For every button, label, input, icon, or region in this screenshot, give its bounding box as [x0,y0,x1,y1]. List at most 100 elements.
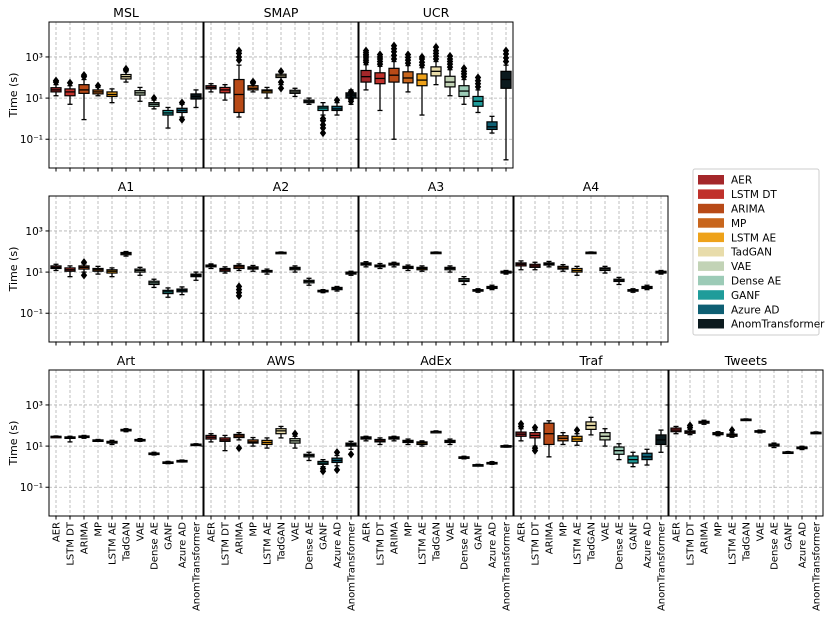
box-mp [402,264,414,272]
y-axis-label: Time (s) [7,73,20,119]
box-mp [712,431,724,437]
box-body [486,121,498,131]
box-arima [78,258,90,280]
panel-title: A2 [273,179,290,194]
box-tadgan [585,416,597,436]
outlier-marker [235,282,243,291]
y-tick-label: 10⁻¹ [20,308,43,320]
box-ganf [472,288,484,293]
box-anomtransformer [190,443,202,447]
box-vae [289,429,301,449]
box-lstm-dt [219,84,231,101]
box-dense-ae [303,451,315,462]
x-tick-label: VAE [136,522,147,541]
box-tadgan [275,67,287,93]
box-lstm-ae [261,86,273,99]
box-arima [233,432,245,453]
box-lstm-ae [106,439,118,446]
outlier-marker [347,450,355,459]
x-tick-label: MP [404,522,415,537]
legend-swatch [698,218,724,228]
panel-title: AWS [267,353,295,368]
panel-title: Tweets [724,353,768,368]
panel-a4: A4 [510,179,669,346]
legend-swatch [698,189,724,199]
box-aer [205,263,217,270]
box-lstm-ae [571,425,583,446]
x-tick-label: Dense AE [615,522,626,570]
box-mp [247,264,259,272]
outlier-marker [52,76,60,85]
box-arima [543,260,555,268]
box-aer [50,435,62,439]
box-lstm-dt [64,435,76,443]
box-ganf [782,450,794,455]
legend-label: TadGAN [730,247,772,259]
x-tick-label: LSTM AE [108,522,119,565]
box-tadgan [740,418,752,422]
x-tick-label: AnomTransformer [657,521,668,611]
box-lstm-ae [106,267,118,278]
box-azure-ad [486,461,498,465]
x-tick-label: AnomTransformer [347,521,358,611]
outlier-marker [376,50,384,59]
outlier-marker [319,114,327,123]
x-tick-label: VAE [756,522,767,541]
x-tick-label: Azure AD [178,522,189,568]
x-tick-label: AER [362,522,373,542]
x-tick-label: VAE [601,522,612,541]
x-tick-label: TadGAN [277,522,288,562]
x-tick-label: AnomTransformer [812,521,823,611]
box-vae [444,265,456,273]
box-azure-ad [486,284,498,291]
box-arima [543,420,555,458]
outlier-marker [686,421,694,430]
outlier-marker [319,128,327,138]
outlier-marker [122,64,130,74]
outlier-marker [446,51,454,61]
outlier-marker [178,98,186,107]
box-arima [698,419,710,425]
outlier-marker [80,271,88,280]
x-tick-label: LSTM AE [418,522,429,565]
box-aer [360,46,372,91]
box-dense-ae [148,451,160,456]
box-lstm-ae [416,440,428,447]
y-tick-label: 10³ [25,52,43,64]
box-tadgan [275,425,287,439]
outlier-marker [531,443,539,453]
panel-adex: AdEx AER LSTM DT ARIMA MP LSTM AE TadGAN VAE Den… [355,353,514,611]
legend-swatch [698,247,724,257]
x-tick-label: LSTM DT [221,521,232,566]
box-aer [50,76,62,97]
outlier-marker [728,425,736,435]
outlier-marker [418,52,426,62]
box-vae [754,429,766,434]
box-arima [78,70,90,121]
x-tick-label: LSTM AE [263,522,274,565]
box-anomtransformer [190,89,202,109]
box-body [402,71,414,84]
box-vae [134,266,146,276]
x-tick-label: LSTM AE [728,522,739,565]
panel-title: Art [117,353,136,368]
outlier-marker [66,78,74,88]
box-ganf [627,451,639,468]
outlier-marker [573,425,581,435]
box-lstm-dt [219,434,231,452]
outlier-marker [319,464,327,473]
x-tick-label: ARIMA [390,522,401,554]
x-tick-label: MP [94,522,105,537]
box-lstm-dt [374,262,386,270]
panel-a1: A1 10⁻¹ 10¹ 10³ Time (s) [7,179,204,346]
panel-art: Art 10⁻¹ 10¹ 10³ Time (s) AER LSTM DT ARIMA MP LS… [7,353,204,611]
box-lstm-ae [571,265,583,276]
box-vae [289,265,301,273]
outlier-marker [347,87,355,97]
legend-label: AER [731,175,752,187]
box-lstm-ae [106,88,118,104]
box-body [233,78,245,114]
legend-label: AnomTransformer [731,319,825,331]
box-dense-ae [303,277,315,286]
